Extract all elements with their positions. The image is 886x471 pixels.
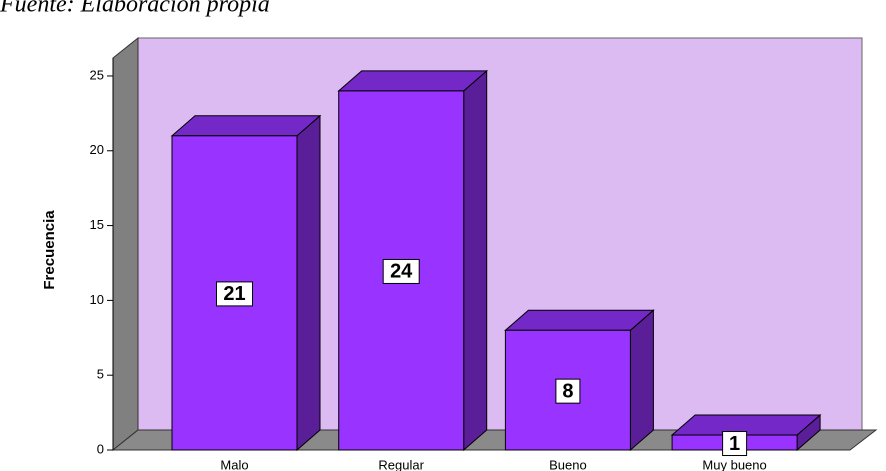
value-label-box xyxy=(216,281,253,307)
value-label: 24 xyxy=(390,261,413,283)
y-tick-label: 0 xyxy=(97,441,104,456)
left-wall xyxy=(112,36,139,452)
value-label-box xyxy=(382,258,420,284)
chart-title: Fuente: Elaboración propia xyxy=(0,0,270,18)
y-tick-label: 25 xyxy=(90,67,104,82)
value-label-box xyxy=(722,431,748,457)
bar-top xyxy=(337,70,489,92)
y-tick-label: 15 xyxy=(90,217,104,232)
value-label: 21 xyxy=(223,283,245,305)
y-axis-label: Frecuencia xyxy=(41,210,58,290)
y-tick-label: 20 xyxy=(90,142,104,157)
value-label: 1 xyxy=(729,433,740,455)
x-tick-label: Malo xyxy=(220,457,248,471)
y-tick-label: 10 xyxy=(90,292,104,307)
bar-top xyxy=(170,115,322,137)
y-tick-label: 5 xyxy=(97,367,104,382)
bar-side xyxy=(296,114,321,452)
value-label: 8 xyxy=(562,380,573,402)
bar-top xyxy=(504,309,655,331)
x-tick-label: Regular xyxy=(378,457,424,471)
bar-side xyxy=(463,69,488,452)
x-tick-label: Bueno xyxy=(549,457,587,471)
value-label-box xyxy=(555,378,581,404)
x-tick-label: Muy bueno xyxy=(702,457,766,471)
bar-side xyxy=(629,309,654,452)
